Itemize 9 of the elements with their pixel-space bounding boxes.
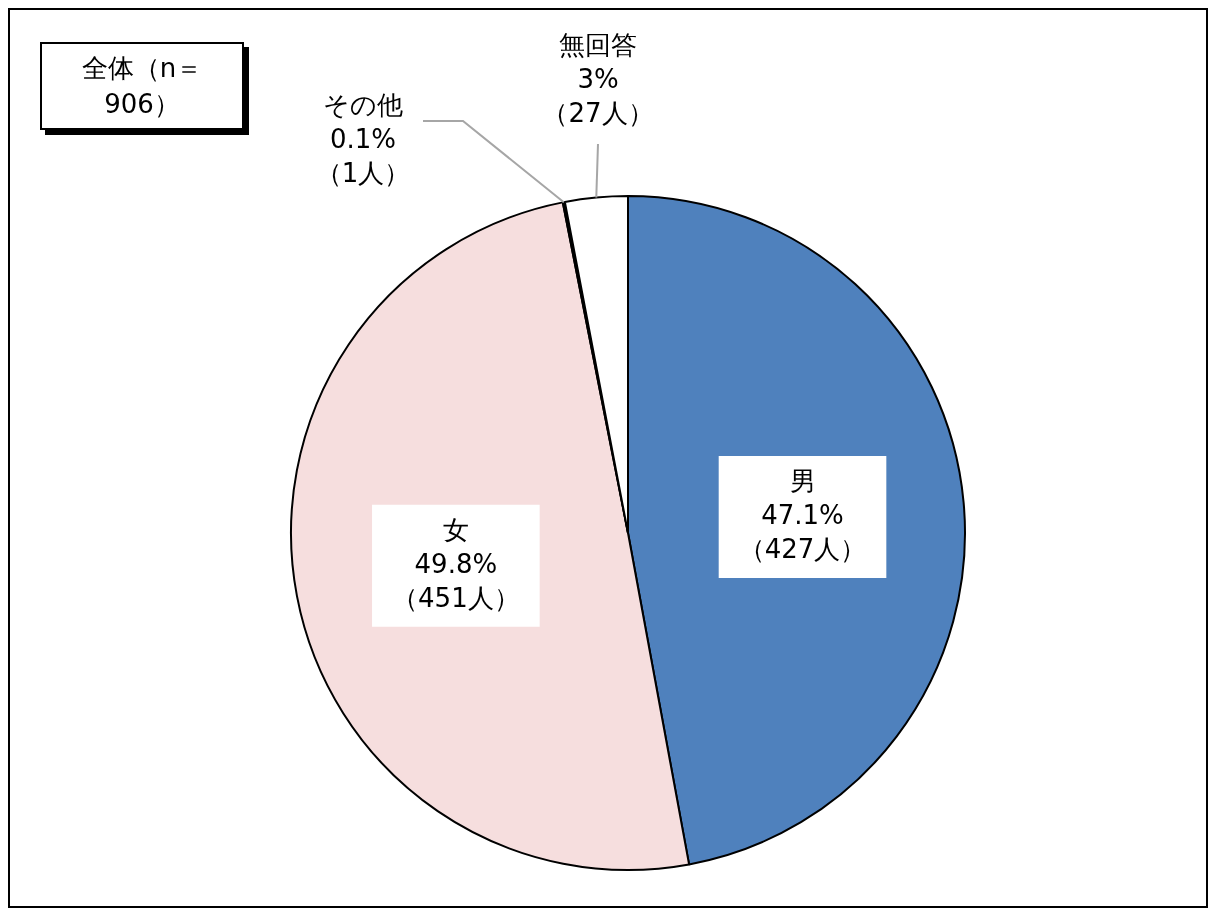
data-label: 0.1% （1人） bbox=[315, 123, 411, 188]
slice-label: 男 bbox=[789, 465, 816, 496]
slice-label: その他 bbox=[323, 89, 403, 120]
data-label: 3% （27人） bbox=[542, 63, 654, 128]
data-label: 47.1% （427人） bbox=[738, 499, 867, 564]
data-label: 49.8% （451人） bbox=[392, 548, 520, 613]
text: 全体（n＝906） bbox=[40, 42, 244, 130]
slice-label: 無回答 bbox=[559, 29, 637, 60]
slice-label: 女 bbox=[442, 514, 469, 545]
